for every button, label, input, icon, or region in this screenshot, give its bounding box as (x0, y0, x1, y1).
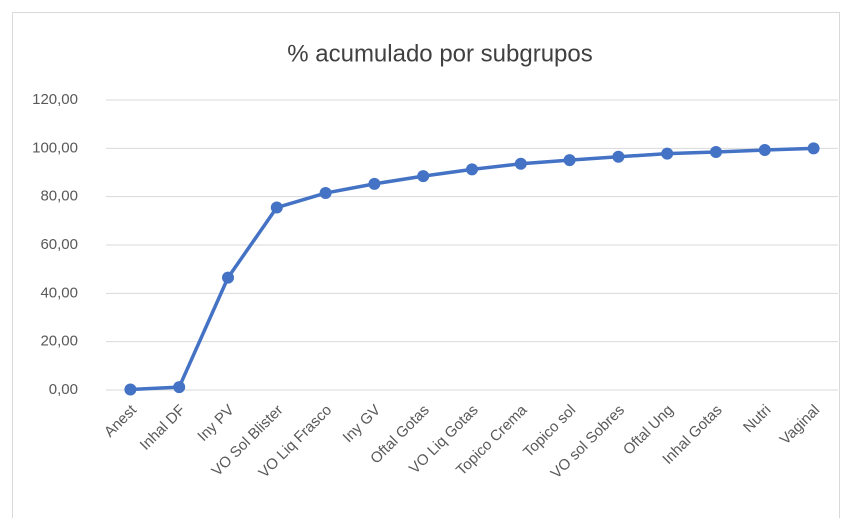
y-tick-label: 100,00 (32, 139, 78, 156)
y-tick-label: 0,00 (49, 381, 78, 398)
y-tick-label: 40,00 (40, 284, 78, 301)
marker (368, 177, 381, 190)
marker (173, 381, 186, 394)
y-tick-label: 60,00 (40, 236, 78, 253)
marker (466, 163, 478, 176)
marker (661, 147, 674, 160)
y-tick-label: 20,00 (40, 333, 78, 350)
y-tick-label: 80,00 (40, 188, 78, 205)
marker (319, 187, 332, 200)
marker (222, 271, 234, 284)
marker (563, 154, 576, 167)
chart-border (12, 12, 840, 518)
marker (807, 142, 820, 155)
marker (710, 145, 722, 158)
chart-title: % acumulado por subgrupos (287, 40, 593, 67)
marker (270, 201, 283, 214)
y-tick-label: 120,00 (32, 91, 78, 108)
marker (612, 150, 625, 163)
marker (514, 157, 527, 170)
marker (758, 144, 771, 157)
marker (124, 383, 137, 396)
marker (417, 170, 430, 183)
